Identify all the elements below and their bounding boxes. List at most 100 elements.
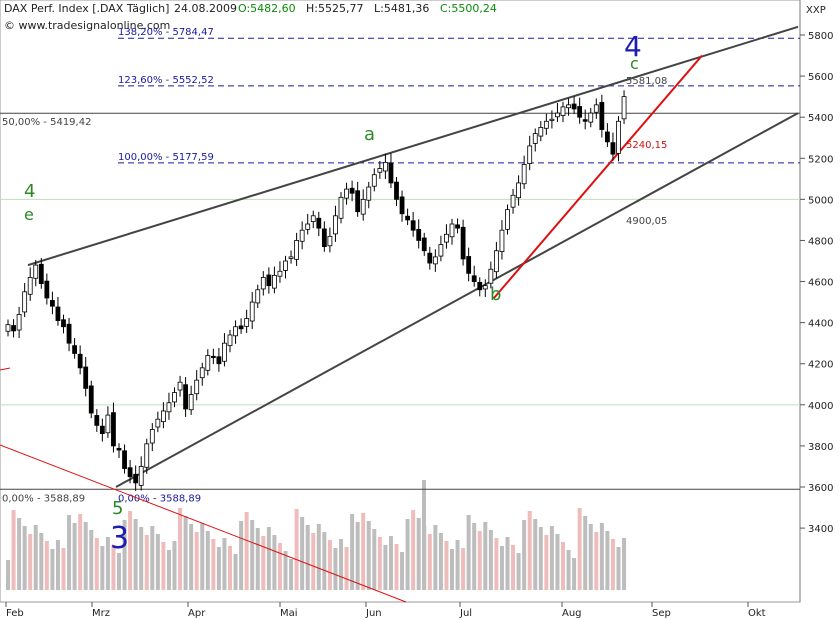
candle-body [177, 381, 183, 391]
candle-body [88, 385, 94, 414]
candle-body [33, 264, 39, 279]
volume-bar [94, 538, 99, 590]
x-tick-label-Mai: Mai [280, 608, 298, 619]
candle-body [438, 244, 444, 257]
volume-bar [344, 547, 349, 590]
volume-bar [139, 527, 144, 590]
volume-bar-spike [422, 480, 426, 590]
volume-bar [533, 519, 538, 590]
volume-bar [555, 534, 560, 590]
volume-bar [466, 515, 471, 590]
volume-bar [194, 532, 199, 590]
volume-bar [300, 517, 305, 590]
volume-bar [239, 521, 244, 590]
candle-body [327, 235, 333, 247]
volume-bar [216, 547, 221, 590]
candle-body [266, 274, 272, 287]
volume-bar [610, 539, 615, 590]
candle-body [605, 131, 610, 143]
volume-bar [283, 551, 288, 590]
y-tick-label-5600: 5600 [808, 72, 833, 83]
candle-body [432, 256, 438, 265]
candle-body [394, 181, 399, 200]
y-tick-label-4600: 4600 [808, 278, 833, 289]
volume-bar [289, 559, 294, 590]
candle-body [44, 280, 50, 299]
candle-body [94, 415, 100, 426]
candle-body [194, 379, 200, 395]
volume-bar [549, 526, 554, 590]
volume-bar [594, 532, 599, 590]
volume-bar [205, 531, 210, 590]
candle-body [588, 112, 594, 123]
y-tick-label-3600: 3600 [808, 483, 833, 494]
y-tick-label-5400: 5400 [808, 113, 833, 124]
candle-body [455, 224, 460, 229]
x-tick-label-Jul: Jul [459, 608, 472, 619]
candle-body [183, 384, 189, 410]
volume-bar [350, 514, 355, 590]
volume-bar [172, 541, 177, 590]
volume-bar [372, 529, 377, 590]
fib-zero-label: 0,00% - 3588,89 [118, 493, 201, 504]
volume-bar [89, 530, 94, 590]
y-tick-label-4800: 4800 [808, 236, 833, 247]
candle-body [521, 164, 527, 185]
candle-body [488, 268, 494, 284]
volume-bar [100, 546, 105, 590]
candle-body [421, 237, 427, 252]
volume-bar [155, 534, 160, 590]
candle-body [299, 229, 305, 242]
y-tick-label-5000: 5000 [808, 195, 833, 206]
volume-bar [150, 526, 155, 590]
plot-frame [0, 0, 801, 603]
y-tick-label-4400: 4400 [808, 319, 833, 330]
volume-bar [255, 528, 260, 590]
candle-body [610, 142, 616, 155]
volume-bar [339, 539, 343, 590]
symbol-label: XXP [806, 5, 826, 16]
volume-bar [483, 522, 488, 590]
volume-bars [6, 480, 627, 590]
volume-bar [377, 537, 382, 590]
candle-body [305, 223, 311, 230]
volume-bar [128, 511, 133, 590]
volume-bar [6, 560, 10, 590]
volume-bar [277, 543, 282, 590]
volume-bar [55, 540, 60, 590]
volume-bar [166, 550, 171, 590]
volume-bar [411, 510, 416, 590]
candle-body [449, 223, 455, 238]
candle-body [338, 196, 344, 219]
volume-bar [427, 534, 432, 590]
candle-body [99, 425, 105, 434]
volume-bar [544, 535, 549, 590]
volume-bar [388, 536, 393, 590]
candle-body [566, 104, 571, 109]
volume-bar [522, 520, 527, 590]
red-marker [0, 367, 11, 371]
candle-body [543, 120, 549, 129]
candle-body [16, 314, 22, 331]
x-tick-label-Apr: Apr [188, 608, 206, 619]
volume-bar [316, 524, 321, 590]
candle-body [155, 418, 161, 428]
fib-label: 100,00% - 5177,59 [118, 152, 214, 163]
y-axis: 3400 3600 3800 4000 4200 4400 4600 4800 5000 5200… [800, 31, 833, 535]
candle-body [288, 256, 294, 259]
volume-bar [11, 510, 16, 590]
candle-body [349, 187, 355, 194]
volume-bar [400, 552, 405, 590]
candle-body [77, 353, 83, 369]
volume-bar [438, 533, 443, 590]
volume-bar [477, 531, 482, 590]
horizontal-levels: 138,20% - 5784,47 123,60% - 5552,52 100,00… [0, 27, 800, 504]
volume-bar [494, 538, 499, 590]
candle-body [199, 367, 205, 379]
candle-body [316, 217, 322, 229]
candle-body [22, 291, 28, 313]
volume-bar [144, 535, 149, 590]
volume-bar [505, 537, 510, 590]
volume-bar [488, 530, 493, 590]
candle-body [532, 133, 538, 144]
